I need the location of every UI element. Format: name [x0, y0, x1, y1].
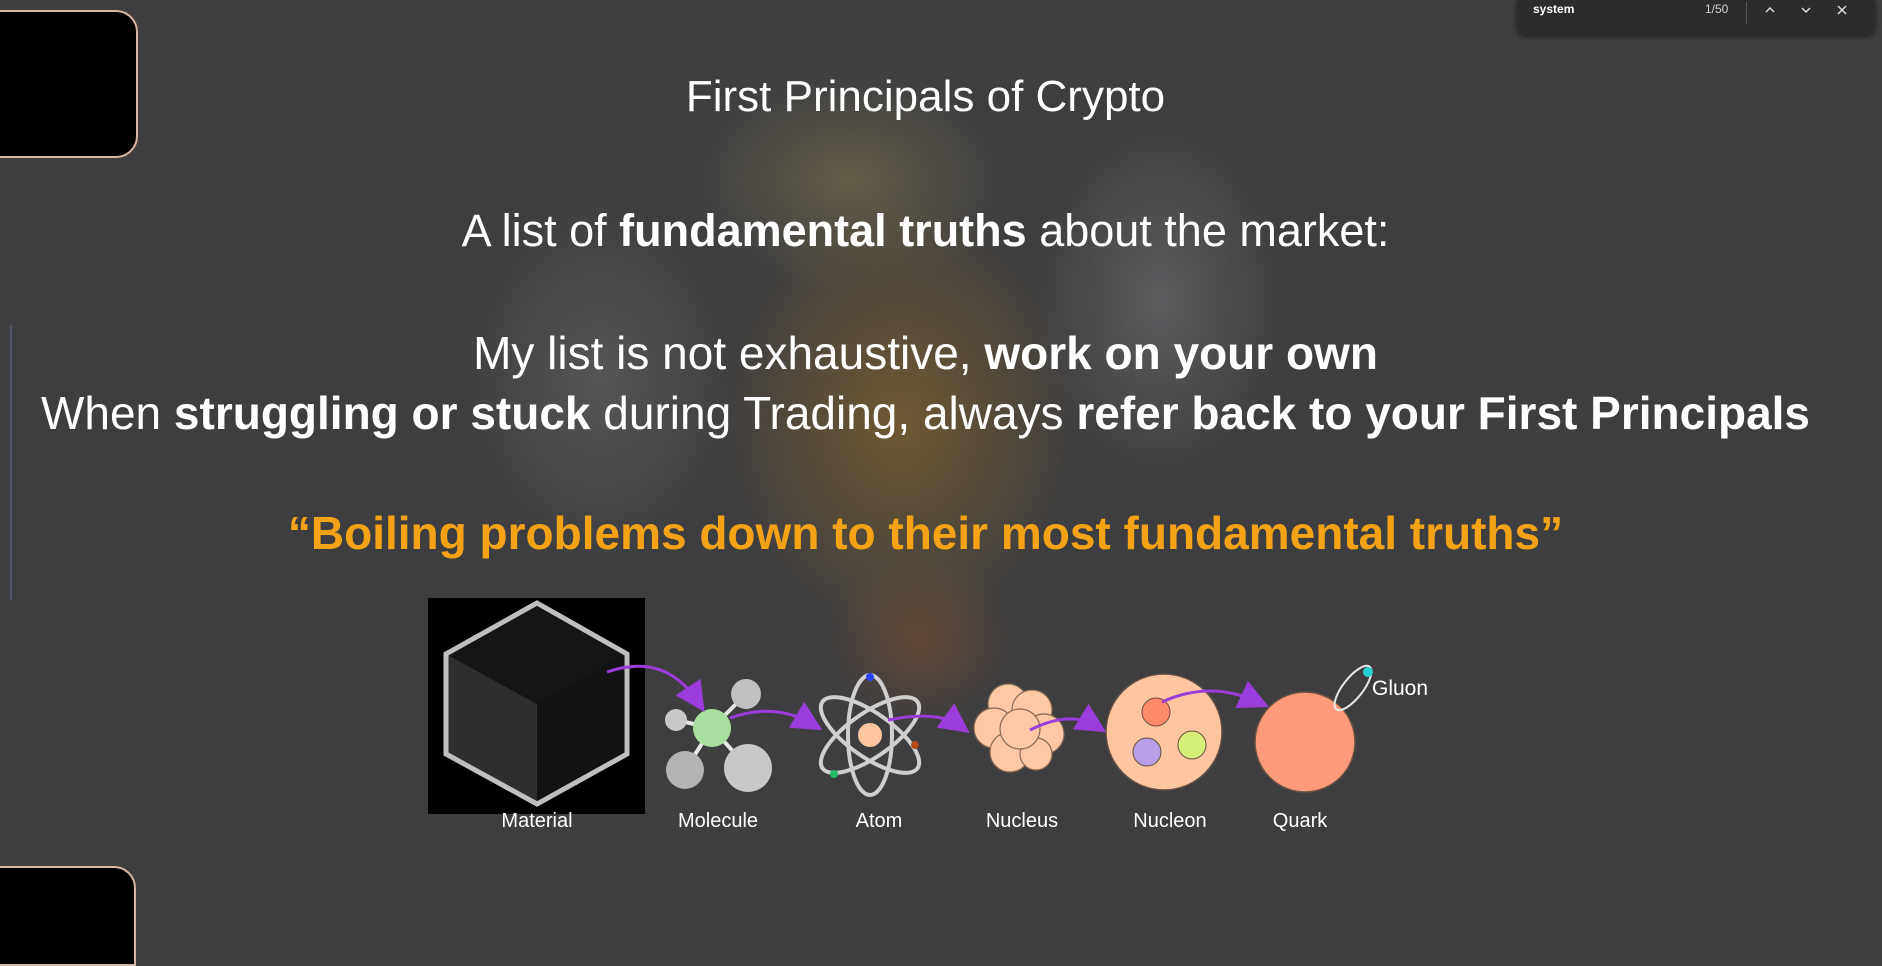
- struggle-bold-1: struggling or stuck: [173, 387, 591, 439]
- frame-corner-top: [0, 10, 138, 158]
- subtitle-bold: fundamental truths: [619, 205, 1027, 256]
- label-material: Material: [501, 810, 573, 832]
- next-match-button[interactable]: [1793, 0, 1819, 20]
- subtitle-pre: A list of: [461, 205, 620, 256]
- chevron-down-icon: [1801, 7, 1811, 14]
- label-gluon: Gluon: [1372, 677, 1429, 700]
- quark-icon: [1254, 664, 1373, 793]
- material-cube-icon: [428, 598, 645, 814]
- label-nucleus: Nucleus: [985, 810, 1059, 832]
- slide-title: First Principals of Crypto: [685, 72, 1166, 121]
- struggle-mid: during Trading, always: [590, 387, 1077, 439]
- molecule-icon: [665, 679, 772, 792]
- frame-corner-bottom: [0, 866, 136, 966]
- diagram-graphics: [428, 598, 1373, 814]
- match-counter: 1/50: [1705, 2, 1729, 16]
- previous-match-button[interactable]: [1757, 0, 1783, 20]
- find-bar: system 1/50: [1517, 0, 1875, 34]
- nucleus-icon: [973, 683, 1065, 773]
- first-principles-diagram: Material Molecule Atom Nucleus Nucleon Q…: [420, 592, 1450, 852]
- label-molecule: Molecule: [677, 810, 759, 832]
- subtitle-post: about the market:: [1026, 205, 1390, 256]
- flow-arrows: [606, 664, 1269, 734]
- chevron-up-icon: [1765, 6, 1775, 13]
- find-query[interactable]: system: [1533, 2, 1575, 16]
- list-note-pre: My list is not exhaustive,: [473, 327, 985, 379]
- slide-subtitle: A list of fundamental truths about the m…: [0, 205, 1851, 257]
- struggle-bold-2: refer back to your First Principals: [1076, 387, 1811, 439]
- edge-line: [10, 325, 12, 600]
- label-quark: Quark: [1272, 810, 1328, 832]
- close-find-button[interactable]: [1829, 0, 1855, 20]
- struggle-pre: When: [40, 387, 174, 439]
- struggle-line: When struggling or stuck during Trading,…: [0, 386, 1851, 440]
- label-atom: Atom: [855, 810, 903, 832]
- atom-icon: [818, 673, 922, 797]
- list-note-line: My list is not exhaustive, work on your …: [0, 326, 1851, 380]
- orange-quote: “Boiling problems down to their most fun…: [287, 507, 1564, 559]
- list-note-bold: work on your own: [984, 327, 1378, 379]
- find-bar-divider: [1746, 2, 1747, 24]
- label-nucleon: Nucleon: [1133, 810, 1207, 832]
- nucleon-icon: [1105, 673, 1223, 791]
- close-icon: [1837, 5, 1847, 15]
